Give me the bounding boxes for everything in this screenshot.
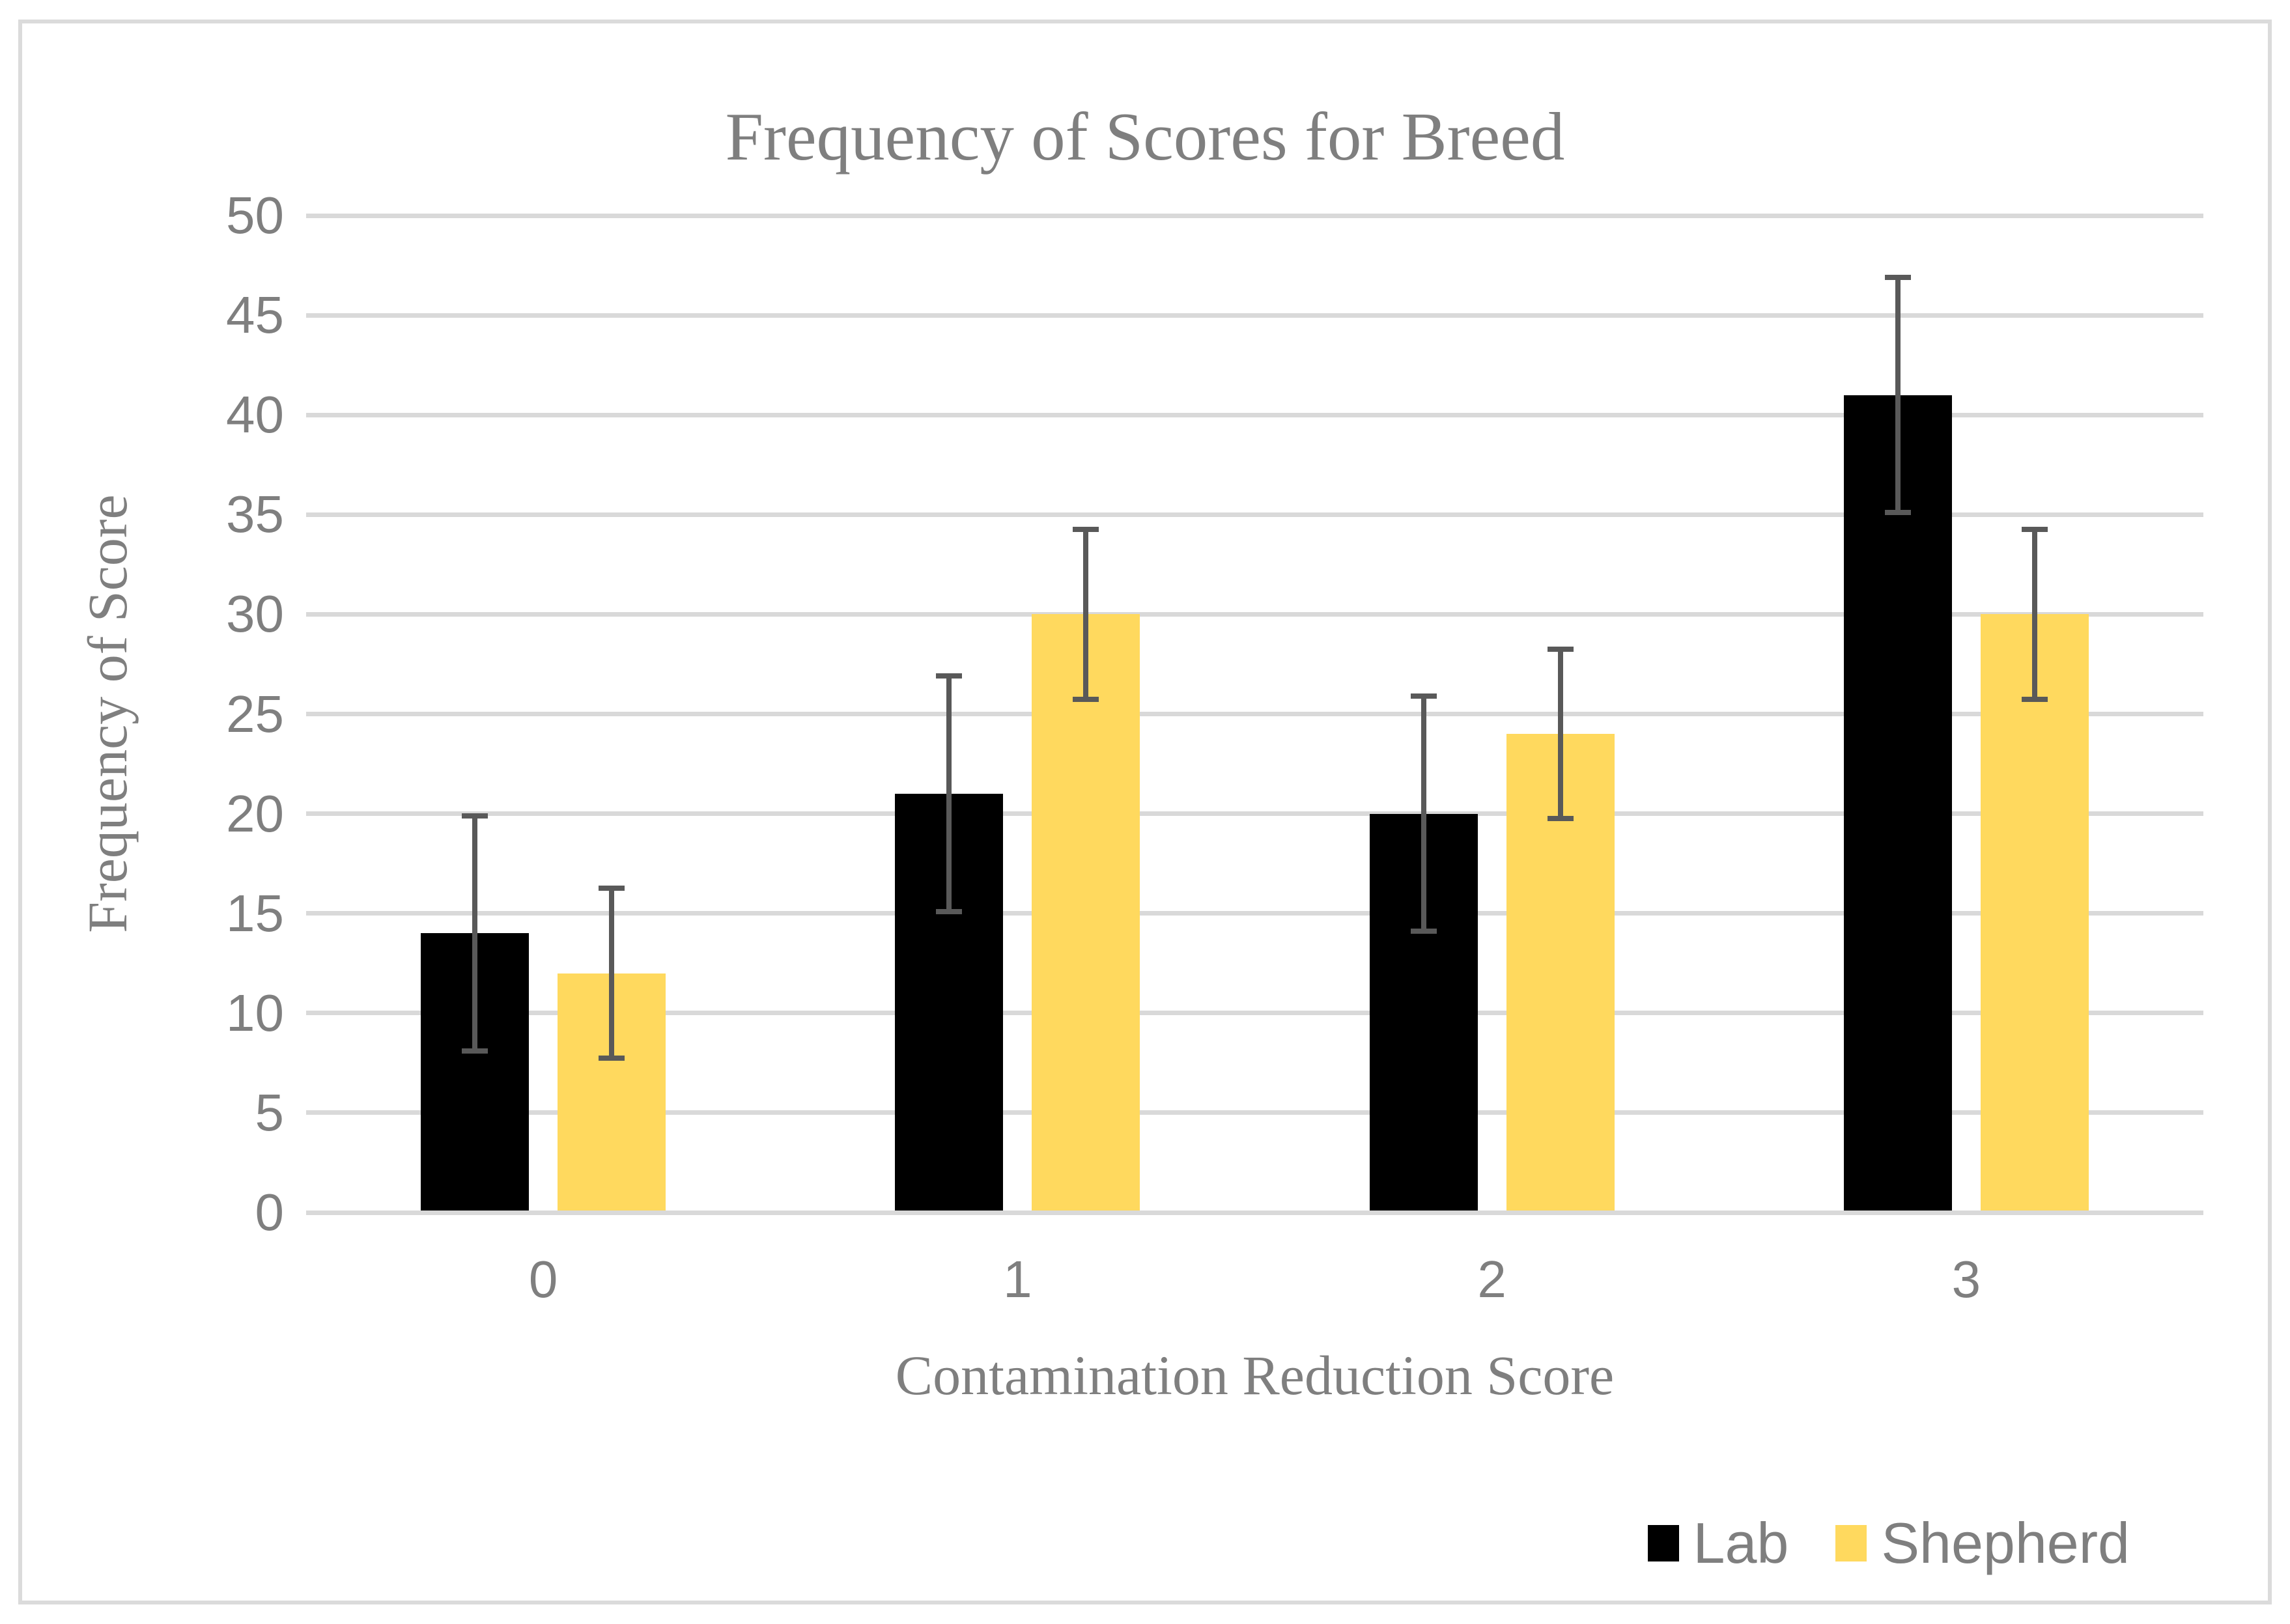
error-cap-top-lab-3 (1884, 274, 1911, 280)
y-tick-label-40: 40 (226, 385, 284, 444)
gridline-5 (306, 1110, 2203, 1115)
error-cap-top-shepherd-2 (1547, 646, 1574, 652)
gridline-35 (306, 512, 2203, 517)
y-tick-label-35: 35 (226, 485, 284, 544)
error-cap-bottom-lab-1 (936, 908, 963, 914)
legend-swatch-lab (1647, 1525, 1679, 1561)
x-axis-tick-labels: 0 1 2 3 (306, 1252, 2203, 1310)
y-axis-tick-labels: 0 5 10 15 20 25 30 35 40 45 50 (0, 189, 292, 1239)
y-tick-label-10: 10 (226, 983, 284, 1042)
x-tick-label-0: 0 (528, 1250, 558, 1308)
legend-item-lab: Lab (1647, 1511, 1789, 1575)
error-bar-shepherd-0 (609, 888, 615, 1058)
legend-label-lab: Lab (1693, 1511, 1789, 1575)
gridline-0 (306, 1210, 2203, 1215)
gridline-25 (306, 712, 2203, 716)
error-cap-bottom-lab-2 (1410, 929, 1437, 934)
y-tick-label-45: 45 (226, 286, 284, 344)
bar-shepherd-1 (1032, 614, 1140, 1212)
error-bar-lab-0 (472, 815, 478, 1051)
error-cap-bottom-lab-0 (462, 1048, 488, 1054)
legend-label-shepherd: Shepherd (1881, 1511, 2130, 1575)
gridline-15 (306, 911, 2203, 916)
error-bar-shepherd-2 (1557, 649, 1563, 819)
error-cap-bottom-shepherd-3 (2021, 696, 2048, 702)
y-tick-label-50: 50 (226, 186, 284, 244)
legend-swatch-shepherd (1835, 1525, 1867, 1561)
gridline-20 (306, 811, 2203, 817)
x-tick-label-3: 3 (1951, 1250, 1981, 1308)
legend-item-shepherd: Shepherd (1835, 1512, 2130, 1575)
x-tick-label-2: 2 (1477, 1250, 1506, 1308)
legend: Lab Shepherd (1647, 1511, 2130, 1575)
x-tick-label-1: 1 (1003, 1250, 1032, 1308)
y-tick-label-15: 15 (226, 884, 284, 942)
error-bar-shepherd-3 (2031, 529, 2037, 699)
error-cap-top-shepherd-0 (599, 886, 625, 891)
error-cap-top-lab-2 (1410, 693, 1437, 699)
error-cap-top-shepherd-1 (1073, 527, 1099, 533)
plot-area (306, 213, 2203, 1215)
bar-shepherd-3 (1980, 614, 2089, 1212)
y-tick-label-5: 5 (255, 1083, 285, 1141)
error-bar-lab-3 (1895, 277, 1901, 513)
gridline-50 (306, 213, 2203, 218)
error-cap-bottom-shepherd-0 (599, 1055, 625, 1061)
gridline-45 (306, 313, 2203, 318)
error-cap-bottom-lab-3 (1884, 510, 1911, 516)
y-tick-label-20: 20 (226, 784, 284, 843)
gridline-40 (306, 412, 2203, 417)
y-tick-label-30: 30 (226, 585, 284, 643)
y-tick-label-0: 0 (255, 1183, 285, 1241)
x-axis-title: Contamination Reduction Score (895, 1344, 1615, 1407)
gridline-30 (306, 611, 2203, 617)
gridline-10 (306, 1011, 2203, 1016)
error-cap-top-lab-0 (462, 813, 488, 819)
chart-title: Frequency of Scores for Breed (725, 98, 1565, 175)
error-cap-bottom-shepherd-1 (1073, 696, 1099, 702)
bar-lab-3 (1843, 395, 1952, 1212)
y-tick-label-25: 25 (226, 684, 284, 743)
error-bar-shepherd-1 (1083, 529, 1089, 699)
error-bar-lab-1 (946, 676, 952, 912)
error-cap-bottom-shepherd-2 (1547, 816, 1574, 822)
error-cap-top-lab-1 (936, 673, 963, 679)
error-bar-lab-2 (1421, 695, 1426, 932)
error-cap-top-shepherd-3 (2021, 527, 2048, 533)
